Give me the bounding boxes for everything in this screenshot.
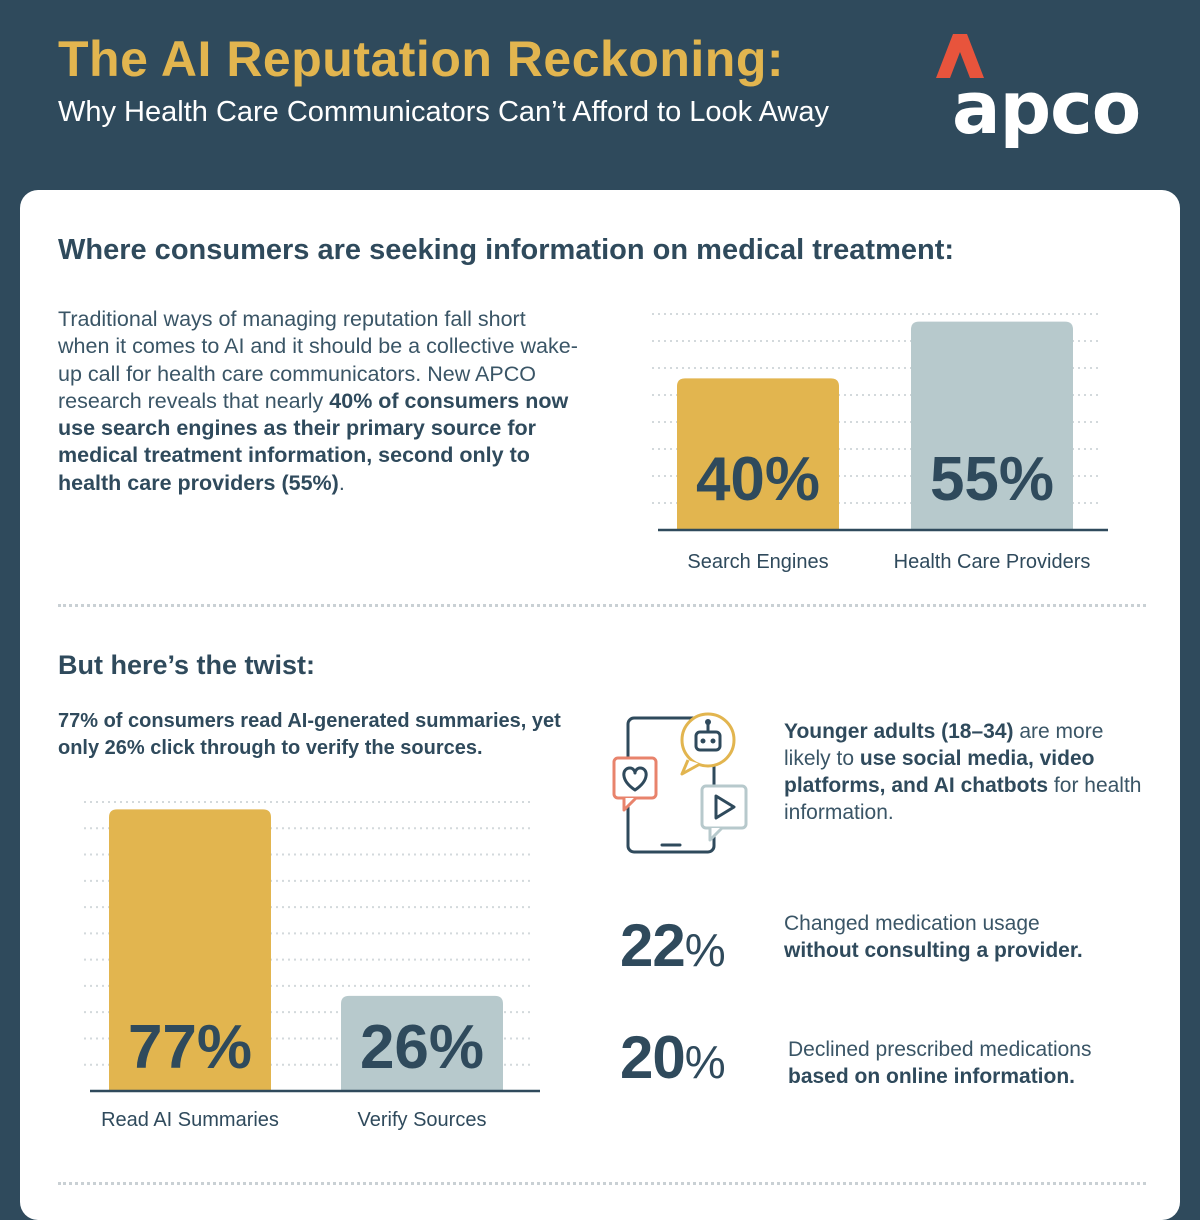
category-label: Search Engines (687, 551, 828, 573)
stat-changed-medication-value: 22% (620, 916, 726, 976)
apco-logo: apco (930, 34, 1145, 144)
stat-text-bold: without consulting a provider. (784, 939, 1083, 962)
bar-search-engines (677, 378, 839, 530)
stat-unit: % (684, 1036, 726, 1088)
section2-heading: But here’s the twist: (58, 650, 316, 680)
young-mid: are more likely to (784, 720, 1104, 770)
section1-body-bold: 40% of consumers now use search engines … (58, 388, 569, 495)
younger-adults-note: Younger adults (18–34) are more likely t… (784, 718, 1154, 826)
bar-verify-sources (341, 995, 503, 1091)
bar-value-label: 26% (360, 1013, 484, 1082)
category-label: Health Care Providers (894, 551, 1091, 573)
bar-read-ai-summaries (109, 809, 271, 1091)
header: The AI Reputation Reckoning: Why Health … (0, 0, 1200, 190)
stat-declined-medication-value: 20% (620, 1028, 726, 1088)
stat-text-bold: based on online information. (788, 1065, 1076, 1088)
page-subtitle: Why Health Care Communicators Can’t Affo… (58, 96, 830, 128)
section1-heading: Where consumers are seeking information … (58, 234, 955, 266)
section-divider-1 (58, 604, 1146, 607)
section2-lead: 77% of consumers read AI-generated summa… (58, 710, 561, 759)
young-bold-2: use social media, video platforms, and A… (784, 747, 1095, 797)
bar-value-label: 77% (128, 1013, 252, 1082)
section1-body: Traditional ways of managing reputation … (58, 306, 578, 497)
logo-wordmark: apco (952, 66, 1141, 150)
young-end: for health information. (784, 774, 1142, 824)
sources-bar-chart: 40% Search Engines 55% Health Care Provider… (652, 313, 1108, 573)
ai-summaries-bar-chart: 77% Read AI Summaries 26% Verify Sources (84, 801, 540, 1131)
stat-declined-medication-text: Declined prescribed medications based on… (788, 1036, 1168, 1090)
young-bold-1: Younger adults (18–34) (784, 720, 1014, 743)
phone-chat-icon (612, 712, 748, 854)
content-card: Where consumers are seeking information … (20, 190, 1180, 1220)
bar-value-label: 55% (930, 445, 1054, 514)
section1-body-plain: Traditional ways of managing reputation … (58, 307, 578, 413)
section1-body-end: . (338, 470, 345, 495)
bar-health-care-providers (911, 321, 1073, 530)
page-title: The AI Reputation Reckoning: (58, 31, 785, 87)
stat-number: 20 (620, 1024, 686, 1091)
stat-text-plain: Declined prescribed medications (788, 1038, 1092, 1061)
category-label: Read AI Summaries (101, 1109, 279, 1131)
stat-number: 22 (620, 912, 686, 979)
stat-changed-medication-text: Changed medication usage without consult… (784, 910, 1164, 964)
section-divider-2 (58, 1182, 1146, 1185)
stat-text-plain: Changed medication usage (784, 912, 1040, 935)
stat-unit: % (684, 924, 726, 976)
logo-triangle-icon (936, 34, 984, 78)
category-label: Verify Sources (358, 1109, 487, 1131)
bar-value-label: 40% (696, 445, 820, 514)
